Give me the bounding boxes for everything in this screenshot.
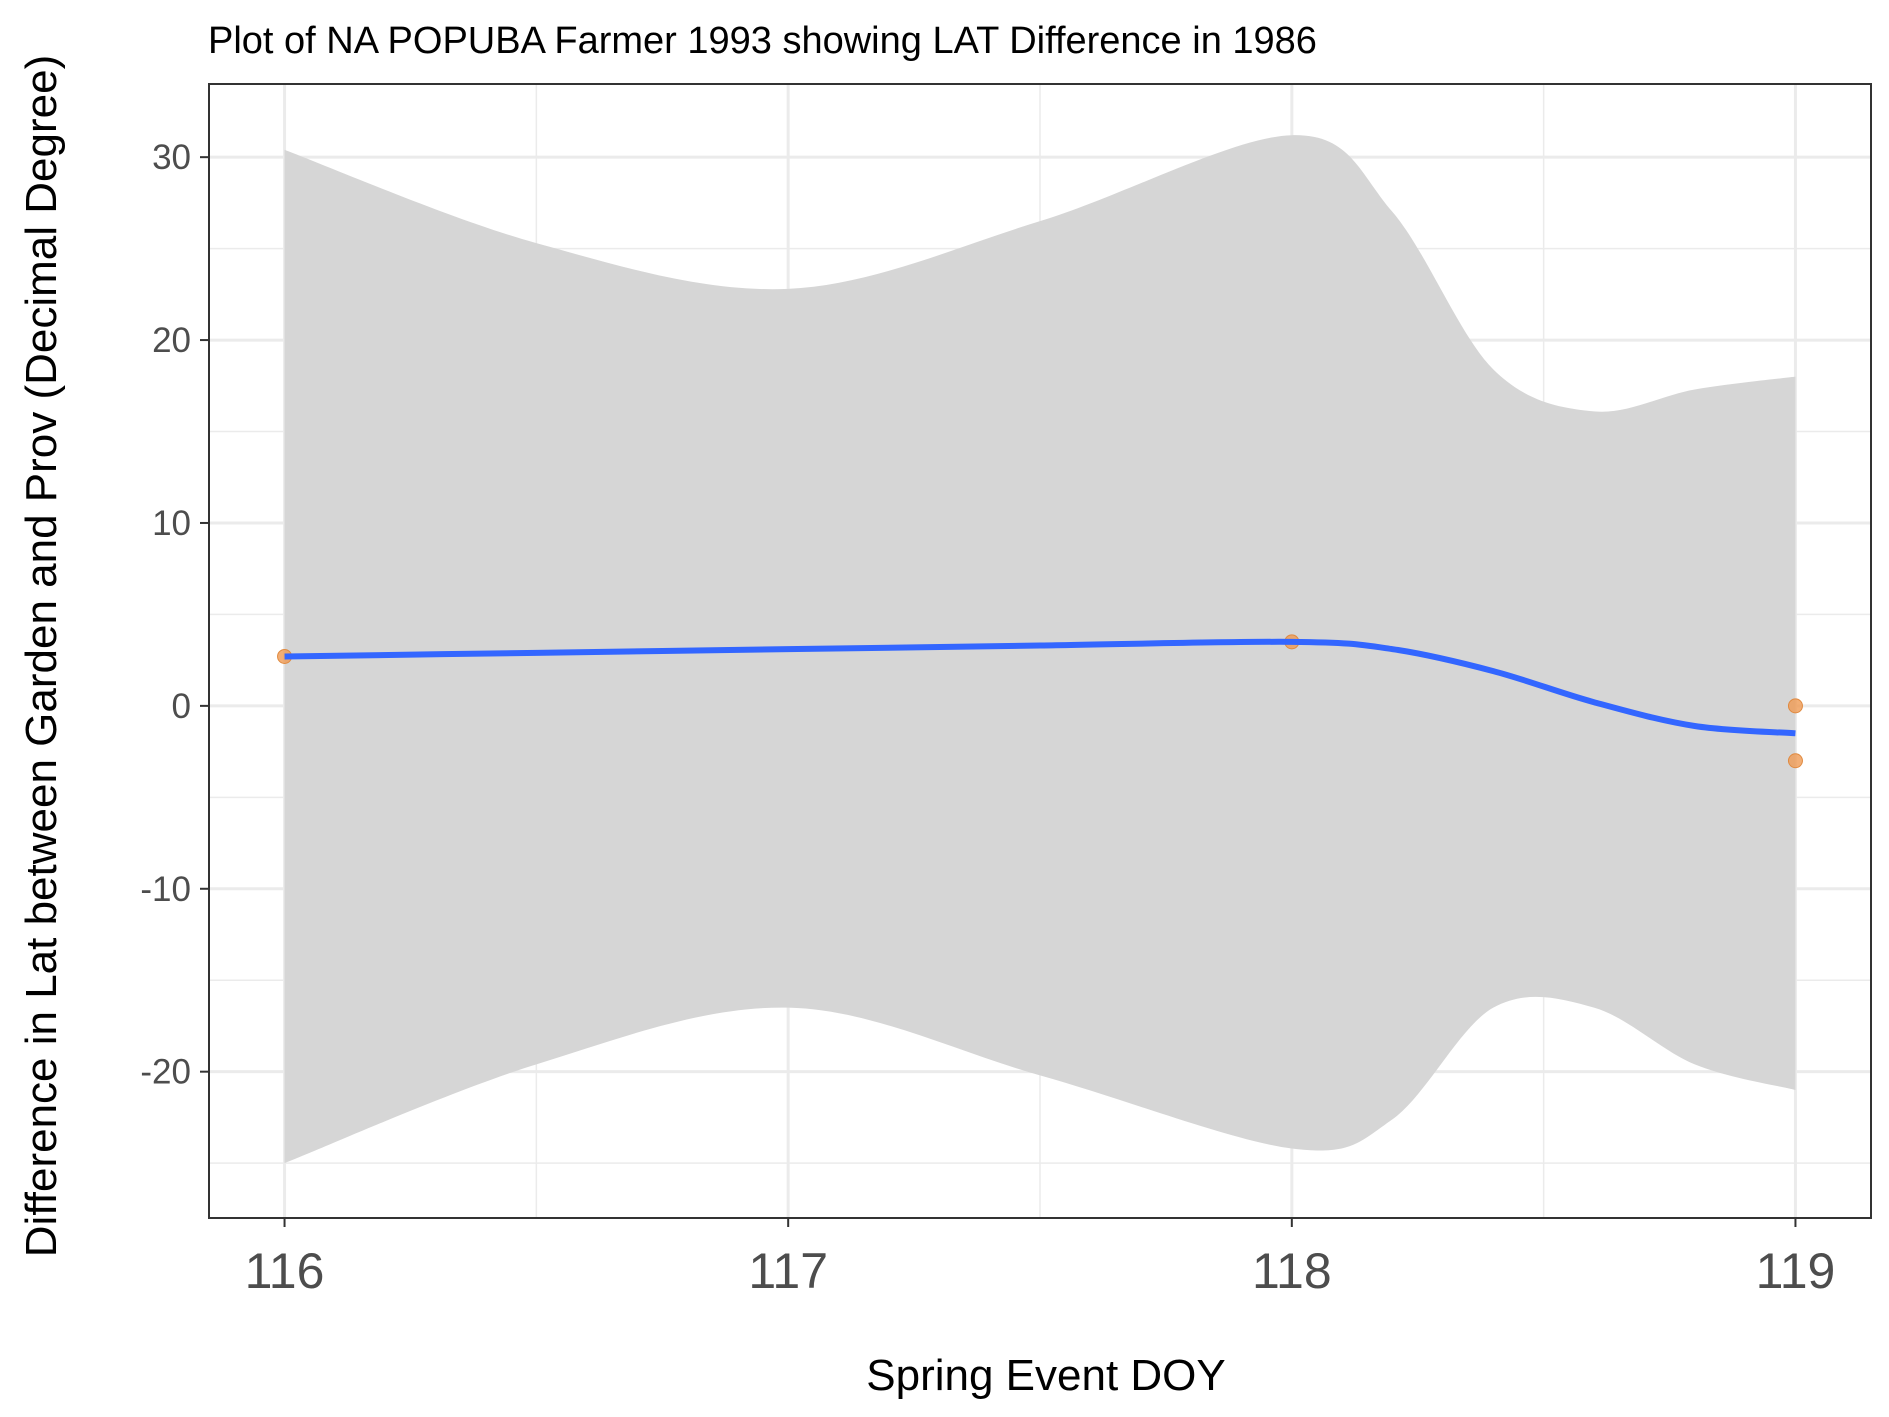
smooth-line	[284, 638, 1796, 737]
x-tick-label: 119	[1756, 1243, 1836, 1299]
y-tick-label: 30	[152, 138, 191, 177]
x-tick-label: 117	[748, 1243, 828, 1299]
x-tick-label: 116	[245, 1243, 325, 1299]
data-point	[1787, 698, 1803, 714]
y-tick-label: 0	[172, 687, 191, 726]
chart-title: Plot of NA POPUBA Farmer 1993 showing LA…	[208, 20, 1317, 62]
y-tick-label: -10	[140, 870, 191, 909]
x-axis-title: Spring Event DOY	[866, 1351, 1226, 1400]
y-tick-label: 10	[152, 504, 191, 543]
y-axis-ticks: -20 -10 0 10 20 30	[140, 138, 209, 1092]
x-tick-label: 118	[1252, 1243, 1332, 1299]
points-layer	[277, 634, 1803, 769]
confidence-band	[284, 135, 1796, 1164]
y-axis-title: Difference in Lat between Garden and Pro…	[17, 55, 66, 1257]
confidence-band-layer	[284, 135, 1796, 1164]
y-tick-label: -20	[140, 1053, 191, 1092]
smooth-line-layer	[284, 638, 1796, 737]
data-point	[1787, 753, 1803, 769]
x-axis-ticks: 116 117 118 119	[245, 1218, 1836, 1299]
panel-border	[208, 83, 1872, 1219]
y-tick-label: 20	[152, 321, 191, 360]
